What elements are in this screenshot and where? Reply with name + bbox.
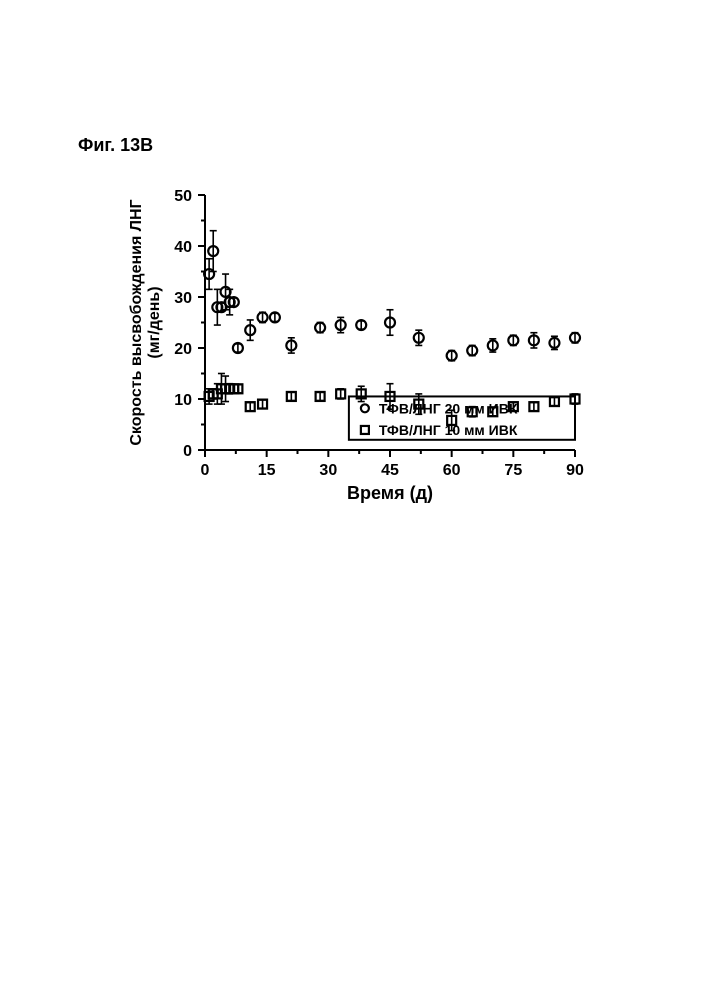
chart-svg: 0 15 30 45 60 75 90 Время (д) 0 10 20 30 40 50 Скорост…: [120, 185, 590, 515]
figure-label: Фиг. 13В: [78, 135, 153, 156]
x-tick-label: 15: [258, 462, 276, 479]
x-tick-label: 60: [443, 462, 461, 479]
y-tick-label: 0: [183, 443, 192, 460]
y-tick-label: 20: [174, 341, 192, 358]
chart-container: 0 15 30 45 60 75 90 Время (д) 0 10 20 30 40 50 Скорост…: [120, 185, 590, 515]
legend-marker-circle: [361, 404, 369, 412]
x-tick-label: 90: [566, 462, 584, 479]
y-tick-label: 10: [174, 392, 192, 409]
legend-marker-square: [361, 426, 369, 434]
x-tick-label: 45: [381, 462, 399, 479]
x-tick-label: 30: [319, 462, 337, 479]
y-tick-label: 40: [174, 239, 192, 256]
x-axis-label: Время (д): [347, 483, 433, 503]
x-tick-label: 75: [504, 462, 522, 479]
y-tick-label: 50: [174, 188, 192, 205]
x-tick-label: 0: [201, 462, 210, 479]
y-axis-label: Скорость высвобождения ЛНГ(мг/день): [128, 199, 163, 445]
y-tick-label: 30: [174, 290, 192, 307]
